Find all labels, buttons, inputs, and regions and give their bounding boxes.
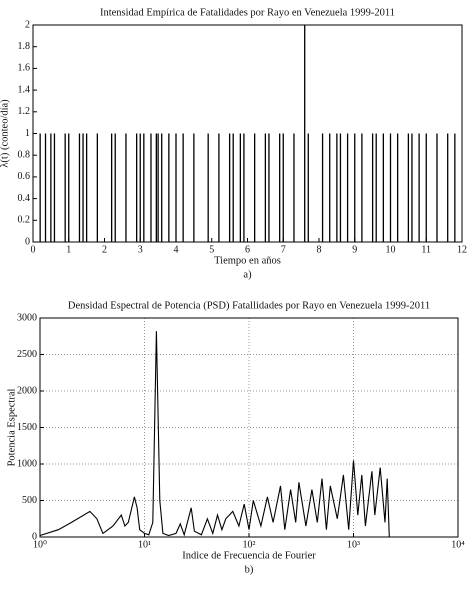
y-tick-label: 500 <box>22 495 37 506</box>
y-tick-label: 2 <box>25 19 30 30</box>
y-tick-label: 1000 <box>17 458 37 469</box>
x-tick-label: 10³ <box>347 539 360 550</box>
x-tick-label: 8 <box>317 244 322 255</box>
chart-title: Densidad Espectral de Potencia (PSD) Fat… <box>68 300 430 311</box>
y-tick-label: 2500 <box>17 349 37 360</box>
x-tick-label: 7 <box>281 244 286 255</box>
y-tick-label: 0 <box>32 531 37 542</box>
y-tick-label: 0.2 <box>18 215 31 226</box>
y-tick-label: 0 <box>25 236 30 247</box>
y-tick-label: 1.2 <box>18 106 31 117</box>
x-tick-label: 5 <box>209 244 214 255</box>
caption: a) <box>243 269 252 280</box>
y-axis-label: Potencia Espectral <box>6 388 17 466</box>
x-tick-label: 10⁴ <box>451 539 465 550</box>
y-tick-label: 0.4 <box>18 193 31 204</box>
x-tick-label: 12 <box>457 244 467 255</box>
x-axis-label: Indice de Frecuencia de Fourier <box>182 550 316 561</box>
plot-frame <box>32 24 463 243</box>
y-tick-label: 3000 <box>17 312 37 323</box>
y-tick-label: 1 <box>25 128 30 139</box>
plot-frame <box>39 317 459 538</box>
x-tick-label: 10² <box>243 539 256 550</box>
x-tick-label: 0 <box>31 244 36 255</box>
x-tick-label: 9 <box>352 244 357 255</box>
y-tick-label: 0.6 <box>18 171 31 182</box>
x-tick-label: 1 <box>66 244 71 255</box>
x-tick-label: 6 <box>245 244 250 255</box>
x-tick-label: 4 <box>174 244 179 255</box>
x-tick-label: 2 <box>102 244 107 255</box>
y-tick-label: 2000 <box>17 385 37 396</box>
x-tick-label: 3 <box>138 244 143 255</box>
y-tick-label: 1.4 <box>18 84 31 95</box>
y-axis-label: λ(t) (conteo/día) <box>0 99 10 168</box>
y-tick-label: 1.6 <box>18 63 31 74</box>
x-tick-label: 10 <box>386 244 396 255</box>
caption: b) <box>245 564 254 575</box>
x-tick-label: 10⁰ <box>33 539 47 550</box>
x-tick-label: 10¹ <box>138 539 151 550</box>
y-tick-label: 1500 <box>17 422 37 433</box>
psd-line <box>39 331 390 538</box>
x-tick-label: 11 <box>421 244 431 255</box>
x-axis-label: Tiempo en años <box>214 255 281 266</box>
chart-title: Intensidad Empírica de Fatalidades por R… <box>100 7 395 18</box>
y-tick-label: 0.8 <box>18 149 31 160</box>
y-tick-label: 1.8 <box>18 41 31 52</box>
